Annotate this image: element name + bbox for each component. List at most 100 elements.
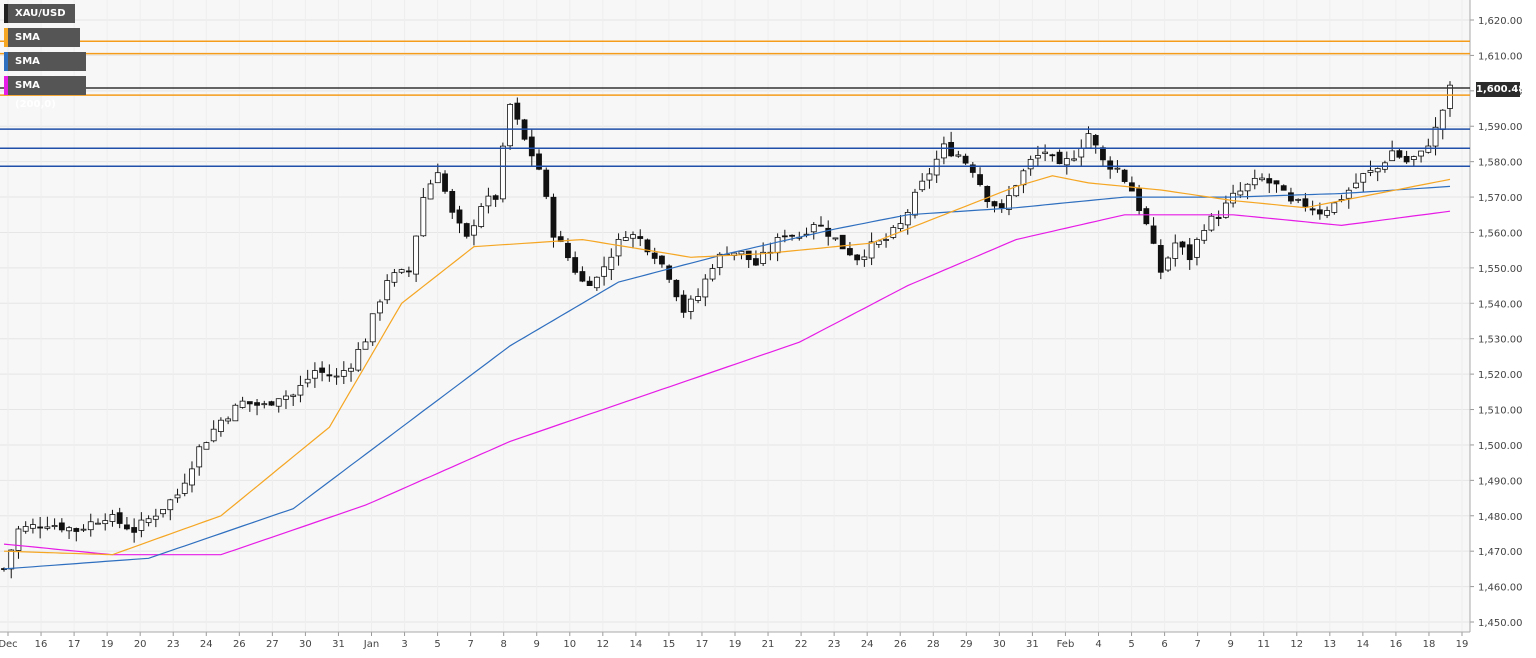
candle-body [1288, 192, 1294, 202]
y-tick-label: 1,500.00 [1478, 441, 1523, 452]
x-tick-label: 6 [1161, 639, 1167, 650]
candle-body [861, 256, 868, 260]
candle-body [109, 514, 116, 522]
candle-body [124, 524, 130, 530]
x-tick-label: 27 [266, 639, 279, 650]
candle-body [246, 401, 253, 405]
candle-body [1172, 242, 1179, 259]
candle-body [442, 173, 448, 192]
candle-body [189, 468, 195, 486]
candle-body [362, 341, 369, 350]
candle-body [232, 404, 239, 422]
candle-body [290, 394, 297, 397]
candle-body [998, 203, 1005, 209]
candle-body [1215, 216, 1222, 219]
x-tick-label: Dec [0, 639, 18, 650]
candle-body [753, 258, 759, 266]
candle-body [977, 174, 983, 185]
candle-body [398, 269, 405, 273]
x-tick-label: 18 [1423, 639, 1436, 650]
x-tick-label: 19 [1456, 639, 1469, 650]
candle-body [73, 528, 80, 532]
candle-body [991, 201, 998, 207]
candle-body [1114, 167, 1121, 170]
candle-body [326, 374, 333, 377]
candle-body [565, 242, 571, 259]
legend-item-xauusd[interactable]: XAU/USD [4, 4, 75, 23]
y-tick-label: 1,520.00 [1478, 370, 1523, 381]
candle-body [536, 153, 542, 170]
candle-body [152, 515, 159, 520]
candle-body [456, 209, 463, 224]
candle-body [810, 224, 817, 233]
candle-body [1244, 183, 1251, 192]
candle-body [478, 206, 485, 227]
x-tick-label: 19 [101, 639, 114, 650]
y-tick-label: 1,530.00 [1478, 335, 1523, 346]
x-tick-label: 20 [134, 639, 147, 650]
candle-body [1251, 177, 1258, 186]
y-tick-label: 1,590.00 [1478, 122, 1523, 133]
x-tick-label: 7 [467, 639, 473, 650]
x-tick-label: 21 [762, 639, 775, 650]
candle-body [1230, 192, 1236, 204]
candle-body [839, 234, 846, 250]
candle-body [1353, 182, 1359, 189]
x-tick-label: 9 [534, 639, 540, 650]
candle-body [181, 482, 188, 494]
y-tick-label: 1,460.00 [1478, 583, 1523, 594]
candle-body [789, 234, 795, 237]
legend-item-sma50[interactable]: SMA (50,0) [4, 28, 80, 62]
candle-body [1309, 208, 1316, 211]
x-tick-label: 4 [1095, 639, 1101, 650]
candle-body [1266, 178, 1273, 184]
candle-body [131, 527, 138, 533]
x-tick-label: 23 [828, 639, 841, 650]
candle-body [673, 279, 680, 298]
candle-body [1165, 257, 1171, 271]
candle-body [369, 313, 376, 343]
candle-body [926, 173, 933, 181]
candle-body [1071, 158, 1077, 161]
candle-body [1432, 126, 1439, 147]
x-tick-label: 14 [1356, 639, 1369, 650]
x-tick-label: 17 [696, 639, 709, 650]
candle-body [637, 236, 644, 239]
x-tick-label: 30 [993, 639, 1006, 650]
candle-body [116, 512, 123, 524]
candle-body [941, 143, 947, 159]
candle-body [825, 227, 832, 237]
candle-body [1295, 198, 1302, 201]
y-tick-label: 1,510.00 [1478, 406, 1523, 417]
x-tick-label: 12 [1290, 639, 1303, 650]
x-tick-label: 26 [894, 639, 907, 650]
candle-body [391, 272, 398, 283]
x-tick-label: 5 [1128, 639, 1134, 650]
candle-body [102, 520, 109, 525]
candle-body [514, 102, 521, 120]
candle-body [160, 508, 166, 515]
legend-item-sma200[interactable]: SMA (200,0) [4, 76, 86, 110]
candle-body [268, 401, 275, 406]
candle-body [890, 227, 897, 238]
candle-body [1367, 169, 1374, 173]
candle-body [745, 250, 752, 261]
candle-body [210, 428, 217, 442]
y-tick-label: 1,610.00 [1478, 51, 1523, 62]
candle-body [608, 256, 615, 270]
y-tick-label: 1,550.00 [1478, 264, 1523, 275]
candle-body [283, 395, 289, 400]
candle-body [95, 522, 101, 525]
candle-body [550, 196, 557, 238]
candle-body [427, 183, 434, 200]
y-tick-label: 1,490.00 [1478, 476, 1523, 487]
candle-body [1324, 210, 1330, 216]
candle-body [138, 519, 145, 531]
legend-item-sma100[interactable]: SMA (100,0) [4, 52, 86, 86]
candle-body [275, 398, 282, 407]
x-tick-label: 14 [629, 639, 642, 650]
candle-body [543, 169, 550, 197]
candle-body [304, 378, 311, 384]
legend-swatch [4, 4, 8, 23]
candle-body [912, 191, 918, 216]
